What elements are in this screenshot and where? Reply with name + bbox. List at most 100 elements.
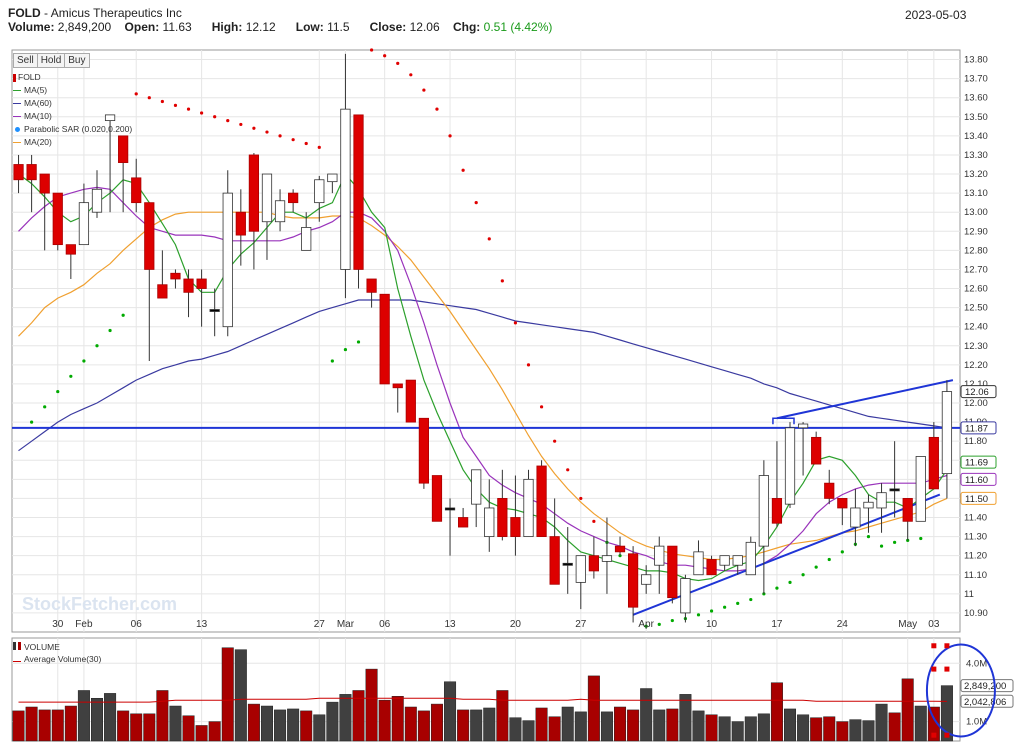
y-tick-label: 12.30	[964, 341, 988, 352]
candle-body	[497, 498, 508, 537]
volume-bar	[339, 694, 352, 742]
legend-item-ma5: MA(5)	[13, 84, 132, 97]
y-tick-label: 12.40	[964, 322, 988, 333]
candle-body	[680, 578, 691, 614]
candle-body	[719, 555, 730, 566]
sell-button[interactable]: Sell	[13, 53, 38, 68]
sar-dot	[709, 609, 714, 613]
volume-bar	[640, 688, 653, 742]
legend-label: MA(20)	[24, 137, 52, 147]
y-tick-label: 11.30	[964, 532, 987, 543]
candle-body	[26, 164, 37, 181]
y-tick-label: 13.60	[964, 93, 988, 104]
candle-body	[39, 173, 50, 194]
volume-bar	[313, 714, 326, 742]
volume-tick-label: 1.0M	[966, 717, 987, 728]
candle-body	[131, 177, 142, 204]
legend-item-sar: Parabolic SAR (0.020,0.200)	[13, 123, 132, 136]
sar-dot	[919, 536, 923, 541]
x-tick-label: 03	[928, 619, 940, 630]
sar-dot	[801, 573, 805, 577]
x-tick-label: Feb	[75, 619, 93, 630]
candle-icon	[13, 73, 16, 82]
line-swatch-icon	[13, 142, 21, 143]
line-swatch-icon	[13, 103, 21, 104]
candle-body	[523, 478, 534, 537]
x-tick-label: 13	[444, 619, 456, 630]
candle-body	[549, 536, 560, 585]
sar-dot	[69, 374, 73, 378]
price-tag-box	[960, 472, 997, 486]
volume-tag-label: 2,042,806	[964, 697, 1006, 708]
price-tag-box	[960, 455, 997, 469]
sar-dot	[788, 580, 792, 584]
x-tick-label: 20	[510, 619, 522, 630]
hold-button[interactable]: Hold	[36, 53, 66, 68]
y-tick-label: 12.70	[964, 264, 988, 275]
legend-item-volume: VOLUME	[13, 641, 101, 653]
sar-dot	[252, 126, 256, 130]
candle-body	[562, 562, 573, 566]
x-tick-label: May	[898, 619, 917, 630]
volume-bar	[849, 719, 862, 742]
volume-bar	[130, 713, 143, 742]
sar-dot	[657, 622, 661, 626]
sar-dot	[239, 122, 243, 127]
volume-bar	[548, 716, 561, 742]
high-label: High:	[211, 20, 243, 34]
candle-body	[601, 555, 613, 562]
candle-body	[876, 492, 887, 509]
sar-dot	[213, 115, 217, 119]
high-value: 12.12	[245, 20, 276, 34]
volume-bar	[143, 713, 156, 742]
highlight-circle	[925, 643, 996, 738]
candle-body	[784, 427, 796, 505]
legend-item-ma10: MA(10)	[13, 110, 132, 123]
candle-body	[771, 498, 783, 524]
price-tag-box	[960, 421, 997, 435]
sar-dot	[173, 103, 178, 107]
buy-button[interactable]: Buy	[64, 53, 90, 68]
y-tick-label: 10.90	[964, 608, 988, 619]
sar-dot	[30, 420, 34, 424]
open-value: 11.63	[162, 20, 192, 34]
volume-marker	[931, 643, 937, 649]
volume-bar	[784, 708, 797, 742]
line-swatch-icon	[13, 661, 21, 662]
y-tick-label: 13.10	[964, 188, 988, 199]
y-tick-label: 12.90	[964, 226, 988, 237]
ma10-line	[18, 186, 948, 572]
candle-body	[693, 551, 704, 576]
volume-bar	[404, 706, 417, 742]
sar-dot	[500, 279, 504, 283]
ma20-line	[18, 211, 948, 561]
candle-body	[78, 202, 90, 246]
candle-body	[654, 545, 665, 566]
candle-body	[431, 475, 443, 522]
volume-bar	[117, 710, 130, 742]
candle-body	[209, 309, 220, 312]
close-value: 12.06	[409, 20, 440, 34]
volume-bar	[627, 709, 640, 742]
candle-body	[222, 192, 233, 328]
low-label: Low:	[295, 20, 324, 34]
sar-dot	[814, 565, 818, 569]
volume-bar	[38, 709, 51, 742]
candle-body	[327, 173, 338, 183]
volume-bar	[51, 709, 64, 742]
candle-body	[91, 188, 103, 213]
candle-body	[627, 553, 639, 608]
volume-bar	[653, 709, 666, 742]
candle-body	[850, 507, 861, 528]
volume-bar	[470, 709, 483, 742]
volume-bar	[823, 716, 836, 742]
sar-dot	[840, 550, 844, 554]
x-tick-label: 06	[379, 619, 391, 630]
volume-bar	[614, 706, 627, 742]
candle-body	[928, 436, 939, 490]
volume-bar	[679, 694, 692, 742]
sar-dot	[409, 73, 413, 77]
price-plot-frame	[11, 49, 961, 633]
sar-dot	[317, 145, 321, 149]
